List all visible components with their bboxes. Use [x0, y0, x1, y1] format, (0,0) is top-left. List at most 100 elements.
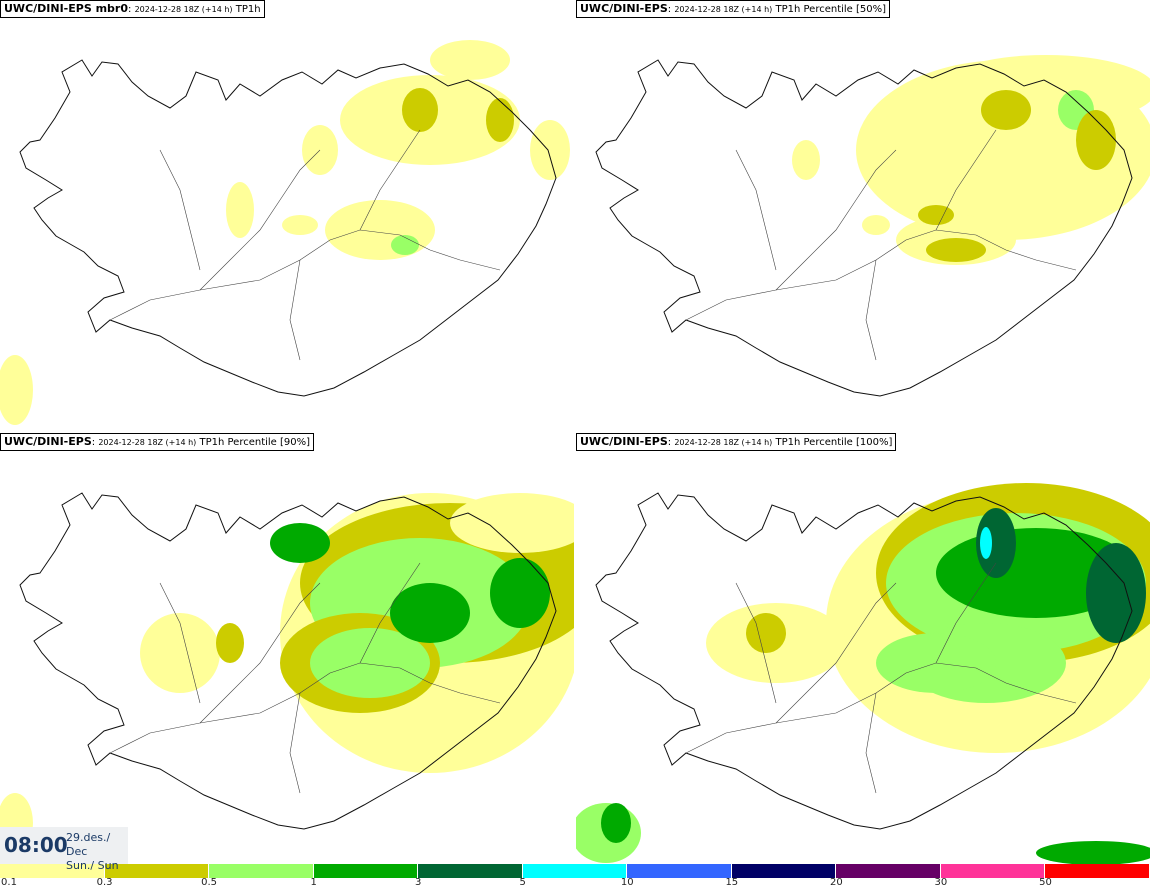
- road-line: [359, 562, 421, 664]
- valid-time-box: 08:00 29.des./ Dec Sun./ Sun: [0, 827, 128, 872]
- map-panel-percentile-100[interactable]: UWC/DINI-EPS: 2024-12-28 18Z (+14 h) TP1…: [576, 433, 1150, 864]
- precipitation-map: [595, 55, 1150, 397]
- legend-tick: 0.1: [1, 877, 17, 888]
- panel-title: UWC/DINI-EPS: 2024-12-28 18Z (+14 h) TP1…: [576, 433, 897, 451]
- legend-swatch: [731, 864, 837, 878]
- road-line: [289, 692, 301, 794]
- road-line: [359, 129, 421, 231]
- road-line: [775, 149, 897, 291]
- precipitation-area: [450, 493, 574, 553]
- valid-date-line: 29.des./ Dec: [66, 831, 111, 858]
- legend-tick: 10: [620, 877, 634, 888]
- run-label: 2024-12-28 18Z (+14 h): [98, 438, 197, 447]
- param-label: TP1h Percentile [100%]: [775, 437, 893, 448]
- valid-weekday-line: Sun./ Sun: [66, 859, 119, 872]
- road-line: [685, 662, 1077, 754]
- model-label: UWC/DINI-EPS mbr0: [4, 2, 128, 15]
- precipitation-area: [601, 803, 631, 843]
- legend-swatch: [104, 864, 210, 878]
- precipitation-area: [486, 98, 514, 142]
- road-line: [735, 582, 777, 704]
- legend-tick-labels: 0.1 0.3 0.5 1 3 5 10 15 20 30 50: [0, 877, 1150, 891]
- road-line: [289, 259, 301, 361]
- model-label: UWC/DINI-EPS: [580, 2, 668, 15]
- model-label: UWC/DINI-EPS: [4, 435, 92, 448]
- road-line: [865, 259, 877, 361]
- precipitation-area: [216, 623, 244, 663]
- coastline: [595, 59, 1133, 397]
- legend-tick: 0.5: [201, 877, 218, 888]
- road-line: [865, 692, 877, 794]
- precipitation-area: [282, 215, 318, 235]
- legend-swatch: [627, 864, 732, 878]
- param-label: TP1h: [235, 4, 261, 15]
- precipitation-area: [325, 200, 435, 260]
- valid-time-clock: 08:00: [4, 833, 68, 857]
- precipitation-area: [390, 583, 470, 643]
- precipitation-area: [746, 613, 786, 653]
- precipitation-area: [981, 90, 1031, 130]
- map-panel-percentile-90[interactable]: UWC/DINI-EPS: 2024-12-28 18Z (+14 h) TP1…: [0, 433, 574, 864]
- legend-tick: 3: [414, 877, 422, 888]
- precipitation-area: [140, 613, 220, 693]
- road-line: [159, 582, 201, 704]
- road-line: [159, 149, 201, 271]
- legend-tick: 1: [310, 877, 317, 888]
- precipitation-area: [402, 88, 438, 132]
- precipitation-map: [0, 492, 574, 853]
- param-label: TP1h Percentile [50%]: [775, 4, 887, 15]
- panel-title: UWC/DINI-EPS: 2024-12-28 18Z (+14 h) TP1…: [0, 433, 315, 451]
- legend-tick: 5: [519, 877, 526, 888]
- run-label: 2024-12-28 18Z (+14 h): [674, 5, 773, 14]
- road-line: [199, 582, 321, 724]
- precipitation-area: [926, 238, 986, 262]
- legend-swatch: [940, 864, 1046, 878]
- legend-swatch: [209, 864, 314, 878]
- precipitation-area: [1086, 543, 1146, 643]
- legend-swatch: [836, 864, 941, 878]
- precipitation-area: [980, 527, 992, 559]
- coastline: [19, 492, 557, 830]
- precipitation-area: [918, 205, 954, 225]
- model-label: UWC/DINI-EPS: [580, 435, 668, 448]
- precipitation-area: [391, 235, 419, 255]
- road-line: [935, 129, 997, 231]
- legend-swatch: [418, 864, 523, 878]
- legend-tick: 20: [829, 877, 843, 888]
- panel-title: UWC/DINI-EPS mbr0: 2024-12-28 18Z (+14 h…: [0, 0, 265, 18]
- legend-swatch: [1045, 864, 1150, 878]
- precipitation-area: [976, 508, 1016, 578]
- precipitation-area: [490, 558, 550, 628]
- precipitation-area: [226, 182, 254, 238]
- panel-title: UWC/DINI-EPS: 2024-12-28 18Z (+14 h) TP1…: [576, 0, 891, 18]
- legend-tick: 15: [725, 877, 739, 888]
- precipitation-area: [530, 120, 570, 180]
- legend-tick: 50: [1039, 877, 1052, 888]
- param-label: TP1h Percentile [90%]: [199, 437, 311, 448]
- precipitation-map: [576, 483, 1150, 864]
- coastline: [595, 492, 1133, 830]
- precipitation-area: [862, 215, 890, 235]
- run-label: 2024-12-28 18Z (+14 h): [134, 5, 233, 14]
- precipitation-area: [270, 523, 330, 563]
- panel-divider: [0, 431, 1150, 433]
- legend-swatch: [522, 864, 628, 878]
- precipitation-legend-bar: [0, 864, 1150, 878]
- map-panel-mbr0[interactable]: UWC/DINI-EPS mbr0: 2024-12-28 18Z (+14 h…: [0, 0, 574, 431]
- precipitation-map: [0, 40, 570, 425]
- road-line: [109, 229, 501, 321]
- coastline: [19, 59, 557, 397]
- precipitation-area: [792, 140, 820, 180]
- map-panel-percentile-50[interactable]: UWC/DINI-EPS: 2024-12-28 18Z (+14 h) TP1…: [576, 0, 1150, 431]
- precipitation-area: [0, 355, 33, 425]
- road-line: [685, 229, 1077, 321]
- precipitation-area: [310, 628, 430, 698]
- legend-swatch: [313, 864, 419, 878]
- road-line: [199, 149, 321, 291]
- legend-tick: 0.3: [96, 877, 113, 888]
- road-line: [775, 582, 897, 724]
- run-label: 2024-12-28 18Z (+14 h): [674, 438, 773, 447]
- valid-date: 29.des./ Dec Sun./ Sun: [66, 831, 128, 873]
- precipitation-area: [430, 40, 510, 80]
- road-line: [735, 149, 777, 271]
